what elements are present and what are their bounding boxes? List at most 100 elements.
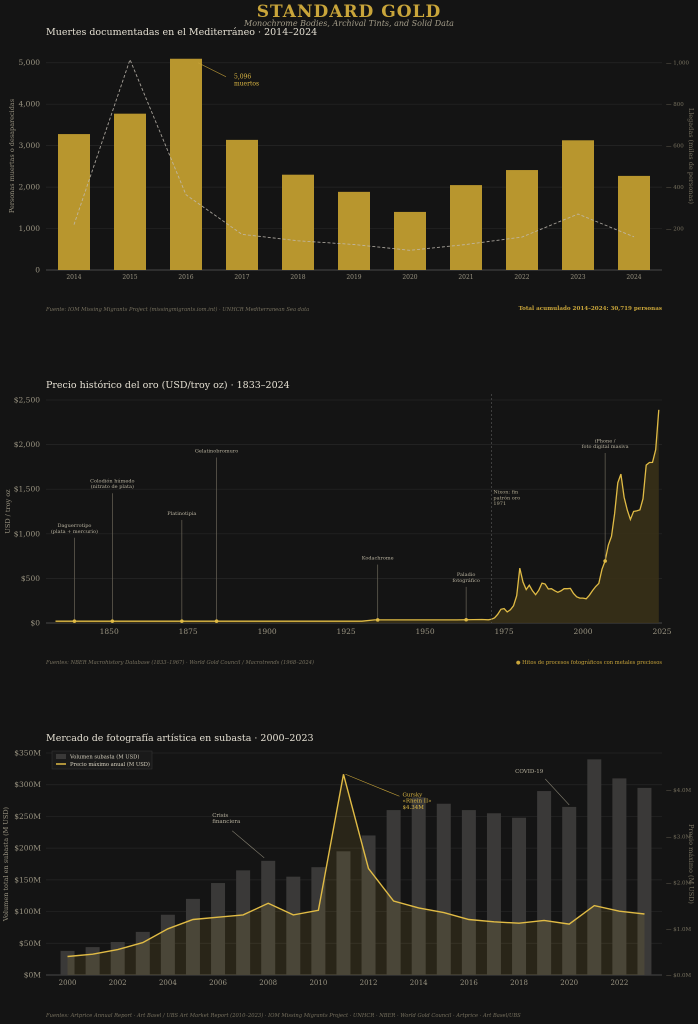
p3-legend-label-bar: Volumen subasta (M USD)	[69, 754, 139, 761]
p3-ytick-label: $300M	[14, 780, 41, 789]
p3-xtick-label: 2014	[410, 979, 428, 987]
p3-xtick-label: 2010	[309, 979, 327, 987]
p3-bar-2012	[361, 835, 376, 975]
p3-xtick-label: 2002	[109, 979, 127, 987]
p3-bar-2003	[135, 931, 150, 975]
p3-bar-2006	[211, 883, 226, 975]
p3-ytick-label: $0M	[24, 971, 42, 980]
p3-ytick-right-label: — $0.0M	[666, 973, 691, 979]
p3-covid-label: COVID-19	[515, 769, 544, 775]
p3-xtick-label: 2006	[209, 979, 227, 987]
panel-2-legend: ● Hitos de procesos fotográficos con met…	[516, 660, 662, 666]
p3-bar-2022	[612, 778, 627, 975]
p3-gursky-line	[345, 773, 400, 797]
p3-ytick-right-label: — $2.0M	[666, 881, 691, 887]
p3-crisis-line	[232, 830, 265, 859]
p3-ytick-right-label: — $3.0M	[666, 834, 691, 840]
p2-xtick-label: 1950	[416, 627, 435, 636]
panel-1-title: Muertes documentadas en el Mediterráneo …	[46, 27, 318, 38]
panel-2-legend-label: Hitos de procesos fotográficos con metal…	[522, 660, 662, 666]
p2-event-label: Kodachrome	[362, 556, 394, 562]
p1-ytick-label: 1,000	[19, 224, 41, 233]
p1-ytick-label: 2,000	[19, 183, 41, 192]
p3-ytick-right-label: — $4.0M	[666, 788, 691, 794]
p2-price-area	[55, 409, 659, 623]
p2-event-dot	[603, 559, 607, 563]
p2-event-label: Daguerrotipo (plata + mercurio)	[51, 523, 98, 535]
p3-bar-2008	[261, 860, 276, 975]
p3-xtick-label: 2020	[560, 979, 578, 987]
p2-ytick-label: $2,500	[14, 396, 40, 405]
p3-crisis-label: Crisis financiera	[212, 813, 241, 825]
p3-bar-2014	[411, 797, 426, 975]
p1-ytick-right-label: — 600	[666, 144, 684, 150]
p1-bar-2020	[394, 211, 426, 270]
panel-2-title: Precio histórico del oro (USD/troy oz) ·…	[46, 380, 290, 391]
p1-xtick-label: 2023	[570, 274, 585, 281]
p3-ytick-label: $350M	[14, 749, 41, 758]
p2-xtick-label: 1975	[495, 627, 514, 636]
page-subtitle: Monochrome Bodies, Archival Tints, and S…	[244, 19, 454, 28]
p2-event-label: iPhone / foto digital masiva	[582, 438, 629, 450]
p2-xtick-label: 2000	[573, 627, 592, 636]
p3-legend-box	[51, 750, 153, 770]
p2-event-label: Gelatinobromuro	[195, 449, 238, 455]
p1-xtick-label: 2019	[346, 274, 361, 281]
p1-annotation-line	[197, 62, 227, 78]
panel-3-footer: Fuentes: Artprice Annual Report · Art Ba…	[46, 1013, 521, 1019]
p3-bar-2015	[436, 803, 451, 975]
p1-bar-2023	[562, 140, 594, 270]
p3-bar-2020	[562, 806, 577, 975]
p3-ylabel: Volumen total en subasta (M USD)	[2, 806, 10, 922]
p1-ylabel: Personas muertas o desaparecidas	[8, 99, 16, 213]
p3-xtick-label: 2000	[59, 979, 77, 987]
p2-event-dot	[72, 619, 77, 623]
p3-bar-2011	[336, 851, 351, 975]
p3-price-area	[67, 774, 645, 975]
p2-event-label: Colodión húmedo (nitrato de plata)	[90, 477, 134, 490]
p3-ytick-label: $200M	[14, 844, 41, 853]
p2-event-label: Platinotipia	[167, 511, 196, 517]
p3-ytick-label: $150M	[14, 875, 41, 884]
p2-event-dot	[464, 617, 468, 622]
p1-bar-2018	[282, 174, 314, 270]
p1-ylabel-right: Llegadas (miles de personas)	[687, 108, 695, 205]
panel-2-footer: Fuentes: NBER Macrohistory Database (183…	[46, 660, 315, 666]
p2-ytick-label: $0	[30, 619, 40, 628]
p3-bar-2023	[637, 787, 652, 975]
p1-ytick-right-label: — 400	[666, 185, 684, 191]
p3-ytick-label: $50M	[19, 939, 41, 948]
p2-ytick-label: $1,000	[14, 529, 40, 538]
p2-ytick-label: $500	[21, 574, 40, 583]
p1-xtick-label: 2021	[458, 274, 473, 281]
p2-nixon-label: Nixon: fin patrón oro 1971	[493, 490, 520, 508]
p1-ytick-label: 5,000	[19, 58, 41, 67]
p1-bar-2016	[170, 58, 202, 270]
p3-xtick-label: 2012	[360, 979, 378, 987]
p2-event-dot	[110, 619, 115, 623]
p2-ytick-label: $1,500	[14, 485, 40, 494]
panel-1-total: Total acumulado 2014–2024: 30,719 person…	[518, 306, 662, 312]
p1-ytick-right-label: — 200	[666, 227, 684, 233]
p2-ytick-label: $2,000	[14, 440, 40, 449]
p3-ytick-right-label: — $1.0M	[666, 927, 691, 933]
p1-xtick-label: 2020	[402, 274, 417, 281]
p2-event-label: Paladio fotográfico	[452, 572, 480, 584]
p1-bar-2014	[58, 134, 90, 270]
p3-bar-2021	[587, 759, 602, 975]
panel-1-footer: Fuente: IOM Missing Migrants Project (mi…	[46, 307, 310, 313]
p3-price-line	[67, 774, 645, 958]
p1-bar-2022	[506, 170, 538, 270]
p1-xtick-label: 2014	[66, 274, 81, 281]
p3-legend-swatch-bar	[56, 754, 66, 759]
p3-ytick-label: $100M	[14, 907, 41, 916]
p1-ytick-label: 0	[35, 266, 40, 275]
p3-bar-2007	[236, 870, 251, 975]
p1-ytick-label: 3,000	[19, 141, 41, 150]
p3-legend-label-line: Precio máximo anual (M USD)	[70, 761, 150, 768]
legend-dot-icon: ●	[515, 660, 521, 666]
p1-xtick-label: 2016	[178, 274, 193, 281]
p3-bar-2009	[286, 876, 301, 975]
p1-annotation-label: 5,096 muertos	[234, 74, 259, 88]
